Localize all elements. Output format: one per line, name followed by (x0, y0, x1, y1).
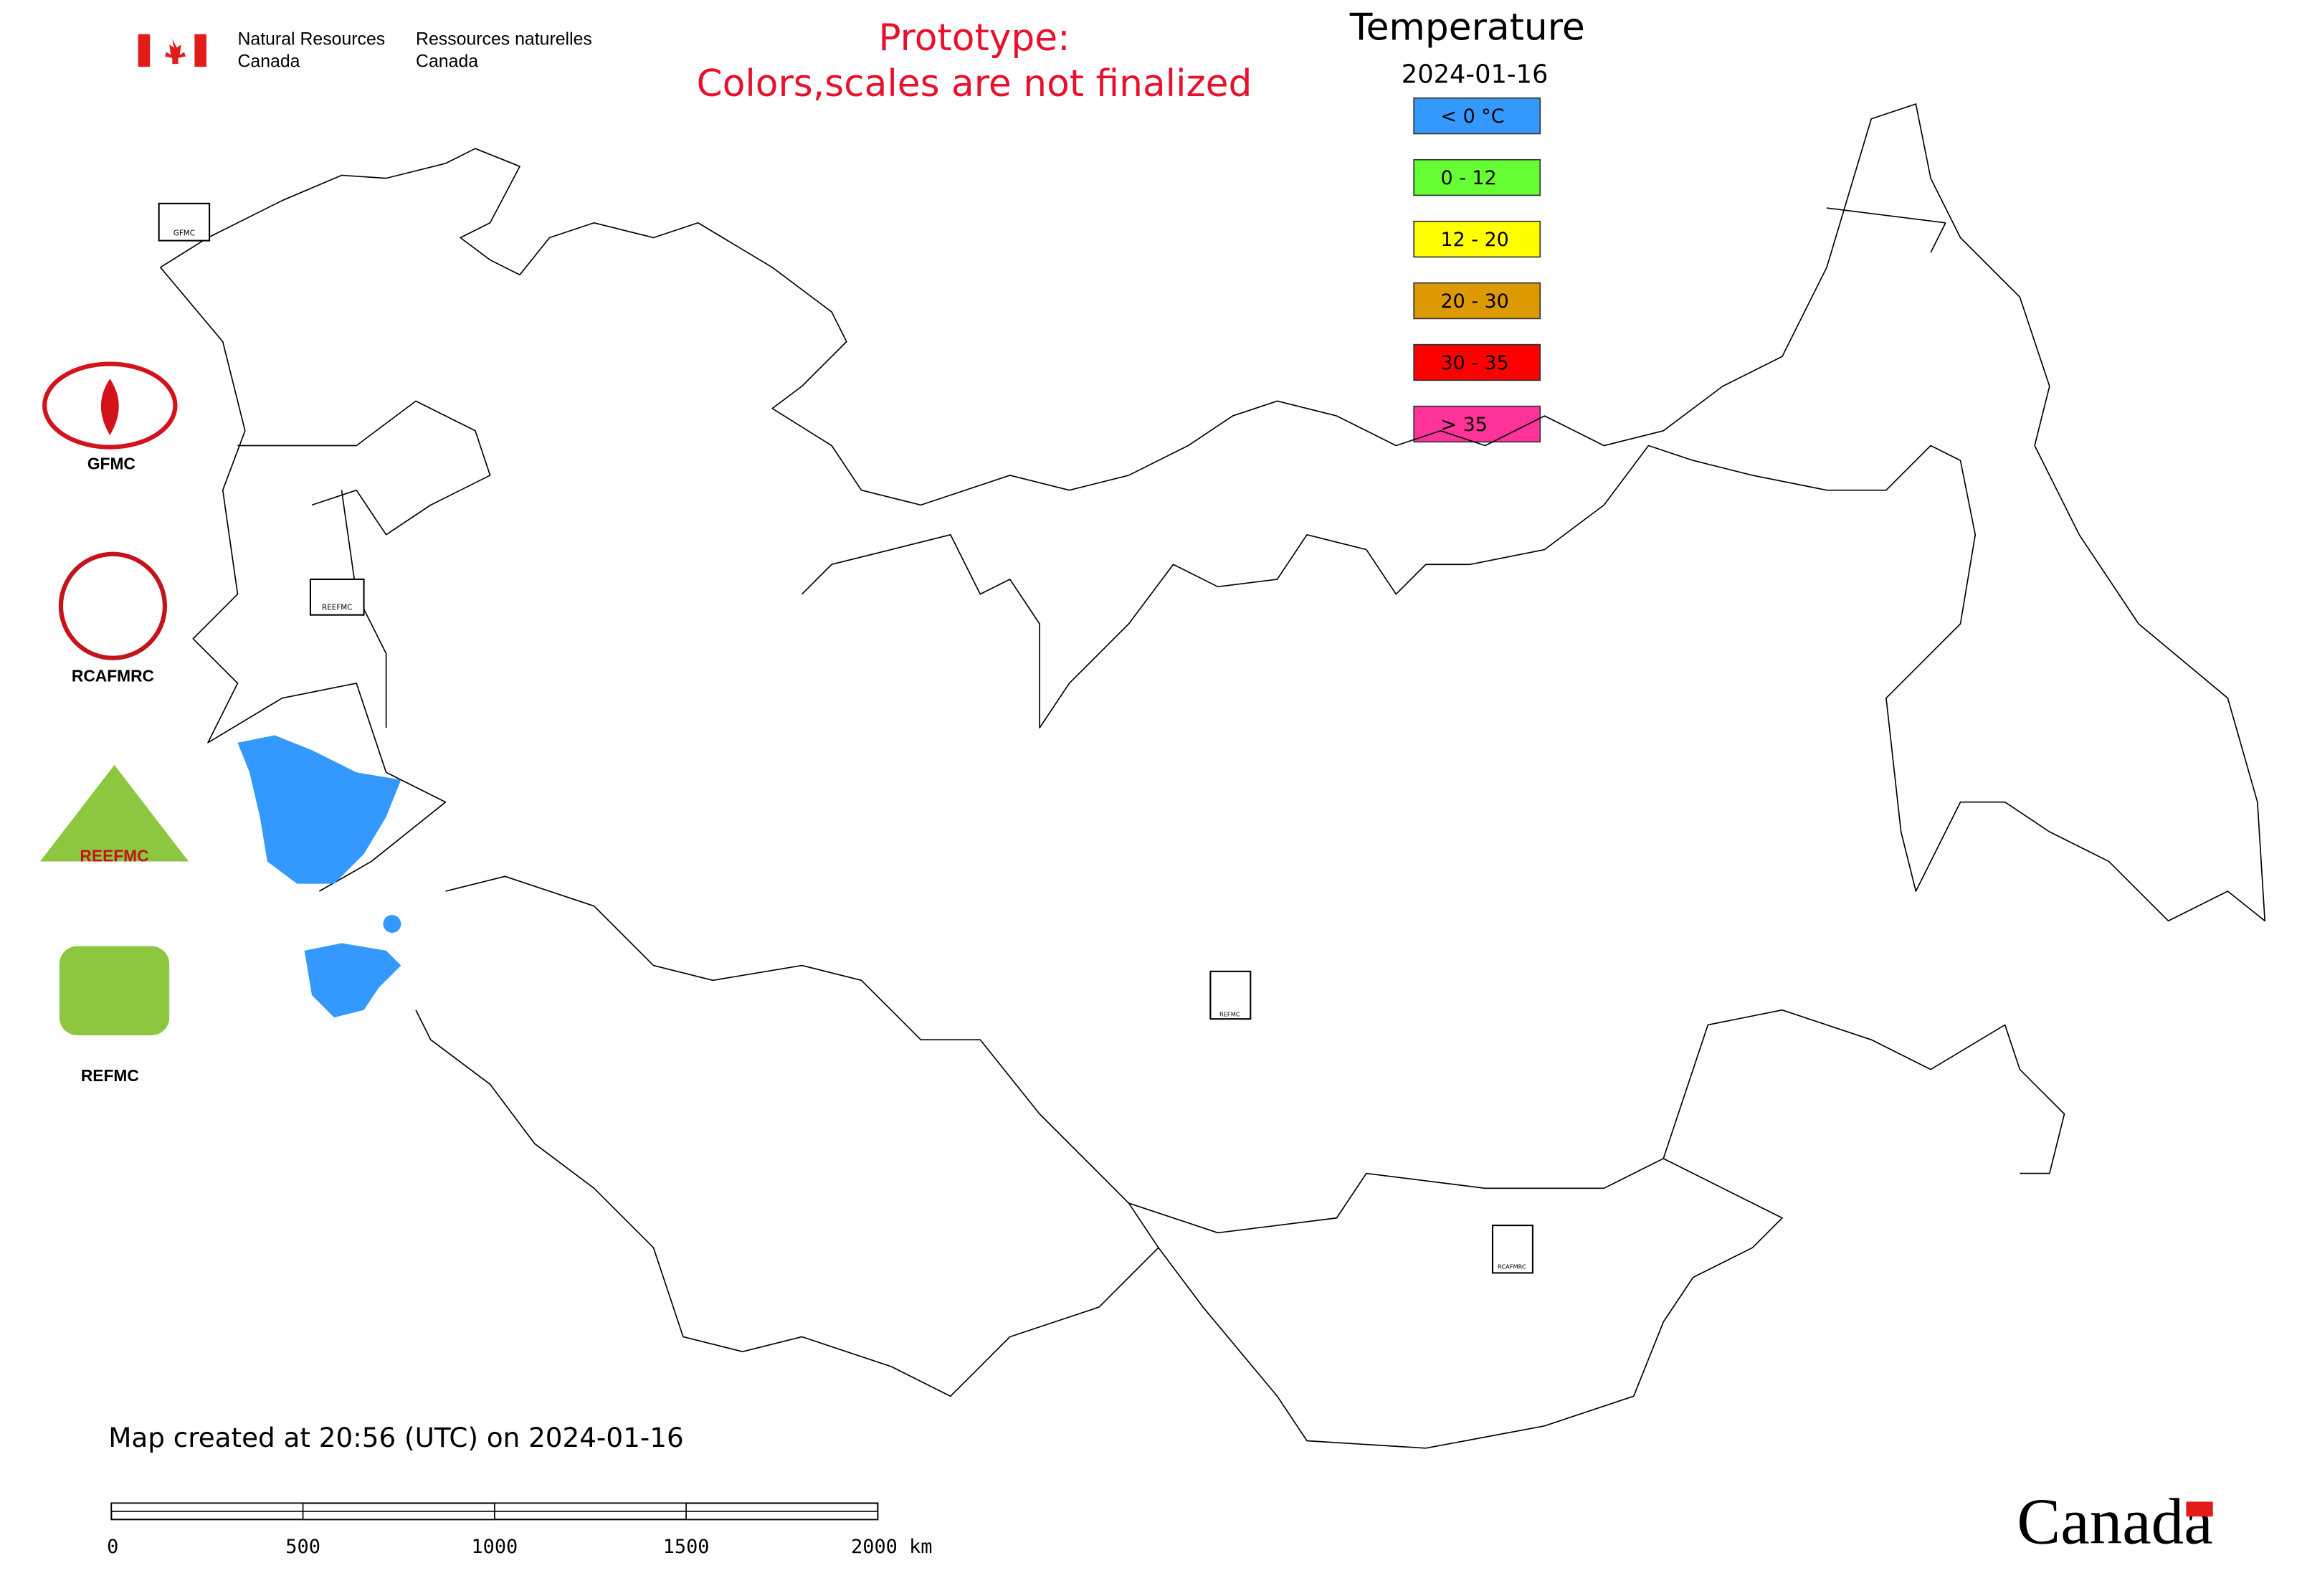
cold-area (304, 943, 401, 1018)
marker (309, 578, 365, 616)
scale-segment (494, 1502, 687, 1512)
scale-label: 2000 km (851, 1536, 932, 1558)
legend-date: 2024-01-16 (1402, 60, 1549, 90)
legend-label: 12 - 20 (1440, 229, 1508, 251)
scale-label: 500 (285, 1536, 320, 1558)
prototype-notice: Prototype: (878, 16, 1070, 60)
marker-label: REEFMC (322, 603, 352, 612)
logo-label: REFMC (81, 1066, 139, 1085)
logos: GFMC RCAFMRC REEFMC REFMC (39, 361, 189, 1085)
cold-area (237, 735, 401, 884)
logo-gfmc (42, 361, 178, 450)
border (160, 267, 447, 892)
legend-swatch (1413, 158, 1541, 196)
legend-label: > 35 (1440, 414, 1487, 436)
wordmark-flag (2186, 1501, 2213, 1517)
legend-label: 0 - 12 (1440, 167, 1496, 189)
logo-label: RCAFMRC (72, 667, 154, 685)
marker (1491, 1225, 1533, 1274)
flag-bar (138, 34, 151, 67)
legend-label: < 0 °C (1440, 105, 1504, 128)
border (237, 400, 491, 728)
scale-label: 1000 (471, 1536, 518, 1558)
legend-title: Temperature (1349, 6, 1585, 49)
logo-label: REEFMC (80, 846, 148, 865)
marker (158, 202, 211, 242)
country-borders (160, 103, 2266, 1449)
gov-header: Natural Resources Canada Ressources natu… (138, 30, 592, 72)
marker-label: RCAFMRC (1498, 1263, 1526, 1270)
border (1158, 1158, 1783, 1449)
agency-en: Natural Resources (237, 30, 385, 49)
border (160, 103, 2266, 922)
logo-refmc (59, 946, 170, 1035)
logo-rcafmrc (58, 551, 168, 660)
agency-fr: Ressources naturelles (416, 30, 592, 49)
logo-reefmc (39, 764, 189, 862)
logo-flame (100, 379, 119, 436)
legend-swatch (1413, 220, 1541, 258)
scale-segment (302, 1511, 495, 1521)
legend-swatch (1413, 97, 1541, 135)
scale-bar: 0 500 1000 1500 2000 km (107, 1502, 933, 1558)
legend-swatch (1413, 405, 1541, 443)
flag-bar (194, 34, 206, 67)
maple-leaf (164, 38, 186, 65)
scale-label: 1500 (663, 1536, 710, 1558)
scale-segment (685, 1511, 879, 1521)
marker (1209, 970, 1252, 1020)
agency-en: Canada (237, 52, 300, 72)
marker-label: GFMC (173, 229, 195, 237)
legend-label: 30 - 35 (1440, 352, 1508, 374)
cold-area (383, 915, 401, 933)
logo-label: GFMC (87, 454, 135, 472)
canada-wordmark: Canada (2017, 1486, 2212, 1558)
prototype-notice: Colors,scales are not finalized (697, 62, 1252, 105)
border (445, 875, 2065, 1234)
map-created: Map created at 20:56 (UTC) on 2024-01-16 (108, 1422, 683, 1453)
marker-label: REFMC (1219, 1010, 1240, 1017)
legend-swatch (1413, 282, 1541, 320)
cold-areas (237, 735, 401, 1018)
scale-label: 0 (107, 1536, 118, 1558)
map-markers: GFMC REEFMC REFMC RCAFMRC (158, 202, 1533, 1274)
legend-label: 20 - 30 (1440, 290, 1508, 313)
legend-swatch (1413, 343, 1541, 381)
scale-segment (110, 1502, 304, 1512)
border (415, 1010, 1159, 1397)
border (1826, 207, 1946, 253)
agency-fr: Canada (416, 52, 478, 72)
legend: Temperature 2024-01-16 < 0 °C 0 - 12 12 - … (1349, 6, 1585, 443)
